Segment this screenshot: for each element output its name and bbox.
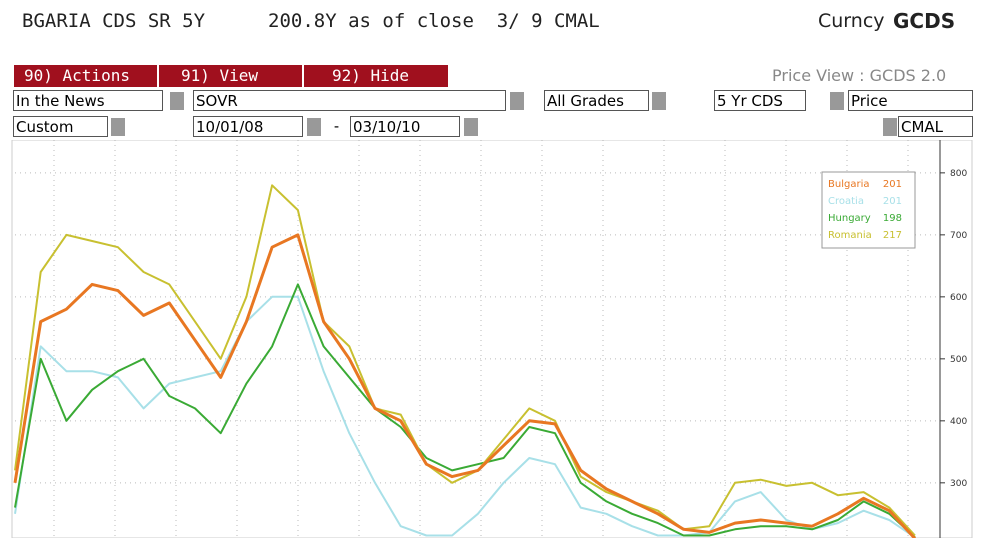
y-tick-label: 500 (950, 355, 967, 365)
tenor-field[interactable]: 5 Yr CDS (714, 90, 806, 111)
chart: 300 400 500 600 700 800 Bulgaria 201 Croatia 201 H… (11, 140, 973, 538)
legend-value: 201 (883, 179, 902, 190)
start-date[interactable]: 10/01/08 (193, 116, 303, 137)
price-field[interactable]: Price (848, 90, 973, 111)
quote: 200.8Y as of close 3/ 9 CMAL (268, 10, 600, 32)
market: Curncy (818, 10, 885, 32)
legend-name: Bulgaria (828, 179, 869, 190)
end-date[interactable]: 03/10/10 (350, 116, 460, 137)
view-button[interactable]: 91) View (159, 65, 303, 87)
series-line (14, 283, 916, 538)
news-field[interactable]: In the News (13, 90, 163, 111)
legend-value: 217 (883, 230, 902, 241)
grade-field[interactable]: All Grades (544, 90, 649, 111)
source-field[interactable]: CMAL (898, 116, 973, 137)
legend-box (821, 171, 916, 249)
hide-button[interactable]: 92) Hide (304, 65, 449, 87)
date-separator: - (332, 117, 342, 135)
y-tick-label: 800 (950, 169, 967, 179)
function-code: GCDS (893, 9, 956, 33)
legend-name: Romania (828, 230, 872, 241)
series-line (13, 233, 917, 538)
y-tick-label: 300 (950, 479, 967, 489)
series-line (14, 184, 916, 537)
y-tick-label: 400 (950, 417, 967, 427)
legend-name: Croatia (828, 196, 864, 207)
legend-value: 198 (883, 213, 902, 224)
range-field[interactable]: Custom (13, 116, 108, 137)
y-tick-label: 600 (950, 293, 967, 303)
price-view: Price View : GCDS 2.0 (772, 66, 947, 85)
legend-name: Hungary (828, 213, 871, 224)
ticker: BGARIA CDS SR 5Y (22, 10, 206, 32)
plot-frame (11, 140, 973, 538)
y-tick-label: 700 (950, 231, 967, 241)
legend: Bulgaria 201 Croatia 201 Hungary 198 Romania 21… (821, 171, 916, 249)
legend-value: 201 (883, 196, 902, 207)
series-line (14, 295, 916, 538)
sector-field[interactable]: SOVR (193, 90, 506, 111)
actions-button[interactable]: 90) Actions (14, 65, 158, 87)
